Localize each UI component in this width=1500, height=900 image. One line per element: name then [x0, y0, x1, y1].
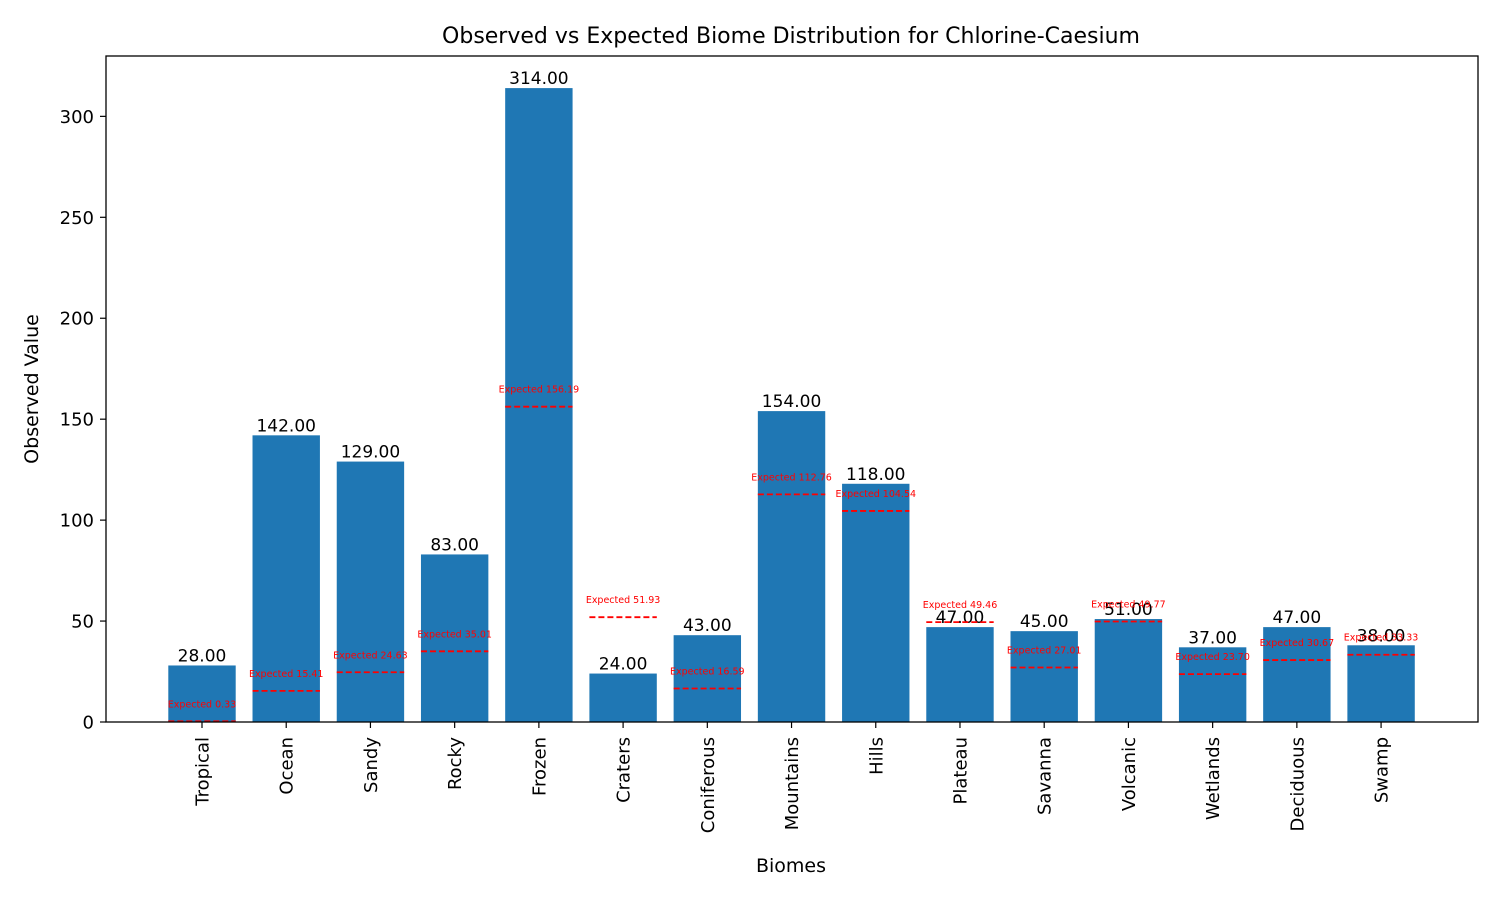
bar-value-label: 43.00	[683, 616, 732, 636]
bar-wetlands	[1178, 647, 1247, 722]
bar-tropical	[168, 665, 236, 722]
expected-label: Expected 23.70	[1175, 652, 1250, 663]
bar-value-label: 37.00	[1188, 628, 1237, 648]
expected-label: Expected 104.54	[835, 489, 916, 500]
bars-group: 28.00 142.00 129.00 83.00 314.00 24.00 43.00 15…	[168, 69, 1415, 722]
x-tick-label: Swamp	[1372, 737, 1393, 803]
x-tick-label: Savanna	[1035, 737, 1056, 815]
plot-frame	[105, 55, 1479, 723]
bar-value-label: 142.00	[256, 416, 315, 436]
x-tick-label: Rocky	[445, 737, 466, 790]
expected-label: Expected 15.41	[249, 669, 324, 680]
bar-value-label: 83.00	[430, 535, 479, 555]
y-tick-label: 200	[60, 309, 94, 330]
expected-label: Expected 51.93	[586, 595, 661, 606]
bar-rocky	[420, 554, 489, 722]
bar-value-label: 45.00	[1020, 612, 1069, 632]
expected-label: Expected 49.46	[923, 600, 998, 611]
x-tick-label: Mountains	[782, 737, 803, 830]
bar-mountains	[757, 411, 826, 722]
expected-label: Expected 27.01	[1007, 645, 1082, 656]
bar-value-label: 38.00	[1357, 626, 1406, 646]
chart-title: Observed vs Expected Biome Distribution …	[442, 24, 1140, 49]
bar-savanna	[1010, 631, 1078, 722]
bar-value-label: 24.00	[599, 655, 648, 675]
bar-value-label: 314.00	[509, 69, 568, 89]
y-tick-label: 150	[60, 410, 94, 431]
bar-plateau	[926, 627, 994, 722]
y-tick-label: 300	[60, 107, 94, 128]
bar-volcanic	[1094, 619, 1163, 722]
bar-craters	[589, 673, 657, 722]
expected-label: Expected 112.76	[751, 472, 832, 483]
x-tick-label: Deciduous	[1287, 737, 1308, 831]
bar-ocean	[252, 435, 320, 722]
bar-frozen	[505, 88, 573, 722]
expected-label: Expected 30.67	[1260, 638, 1335, 649]
y-axis: 0 50 100 150 200 250 300	[60, 107, 106, 734]
x-tick-label: Frozen	[529, 737, 550, 796]
bar-value-label: 47.00	[1273, 608, 1322, 628]
y-axis-label: Observed Value	[21, 314, 43, 464]
x-tick-label: Craters	[614, 737, 635, 803]
x-tick-label: Volcanic	[1119, 737, 1140, 811]
y-tick-label: 100	[60, 511, 94, 532]
bar-value-label: 118.00	[846, 465, 905, 485]
expected-lines-group: Expected 0.33 Expected 15.41 Expected 24.6…	[168, 385, 1419, 723]
bar-value-label: 129.00	[341, 443, 400, 463]
bar-hills	[842, 483, 910, 722]
y-tick-label: 250	[60, 208, 94, 229]
bar-value-label: 51.00	[1104, 600, 1153, 620]
x-axis-label: Biomes	[756, 855, 826, 877]
bar-value-label: 154.00	[762, 392, 821, 412]
expected-label: Expected 16.59	[670, 667, 745, 678]
bar-swamp	[1347, 645, 1415, 722]
expected-label: Expected 24.63	[333, 650, 408, 661]
x-tick-label: Ocean	[277, 737, 298, 795]
x-tick-label: Coniferous	[698, 737, 719, 833]
bar-value-label: 47.00	[936, 608, 985, 628]
x-tick-label: Wetlands	[1203, 737, 1224, 820]
expected-label: Expected 35.01	[417, 629, 492, 640]
x-tick-label: Tropical	[193, 737, 214, 807]
bar-deciduous	[1263, 627, 1331, 722]
y-tick-label: 0	[83, 713, 94, 734]
bar-sandy	[336, 461, 405, 722]
bar-value-label: 28.00	[178, 646, 227, 666]
y-tick-label: 50	[71, 612, 94, 633]
expected-label: Expected 49.77	[1091, 600, 1166, 611]
x-tick-label: Hills	[866, 737, 887, 775]
expected-label: Expected 0.33	[168, 699, 237, 710]
expected-label: Expected 33.33	[1344, 633, 1419, 644]
bar-coniferous	[673, 635, 742, 722]
expected-label: Expected 156.19	[499, 385, 580, 396]
x-tick-label: Plateau	[950, 737, 971, 804]
x-axis: Tropical Ocean Sandy Rocky Frozen Craters Coni…	[193, 722, 1393, 833]
x-tick-label: Sandy	[361, 737, 382, 793]
